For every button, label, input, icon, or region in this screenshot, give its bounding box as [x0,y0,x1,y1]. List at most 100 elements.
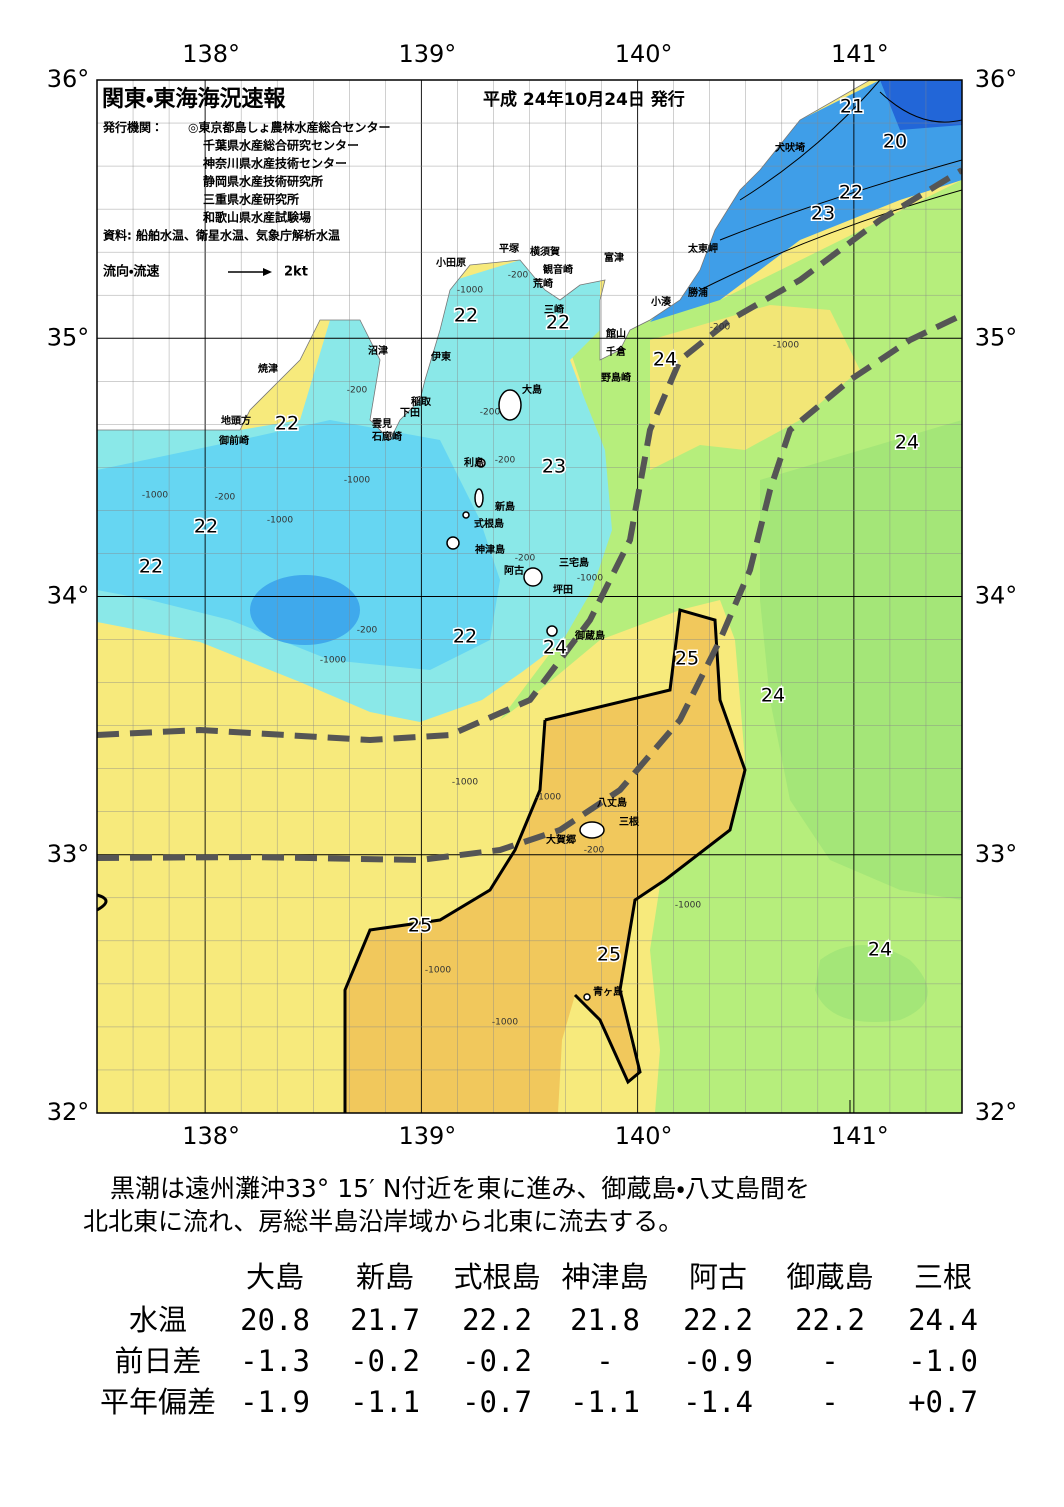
isotherm-label: 25 [408,915,432,937]
source: 資料: 船舶水温、衛星水温、気象庁解析水温 [103,228,340,243]
table-header: 御蔵島 [786,1260,873,1294]
isotherm-label: 20 [883,131,907,153]
table-cell: - [821,1344,838,1378]
table-cell: 22.2 [795,1303,865,1337]
sea-cold [650,80,962,322]
place-name: 野島崎 [601,371,631,384]
depth-label: -200 [480,408,501,418]
table-cell: -1.0 [908,1344,978,1378]
latitude-label: 34° [975,582,1018,610]
table-row-label: 水温 [129,1303,187,1337]
table-cell: -1.3 [240,1344,310,1378]
isotherm-label: 22 [839,182,863,204]
latitude-label: 32° [47,1098,90,1126]
sea-kuroshio [345,610,745,1113]
place-name: 犬吠埼 [775,141,805,154]
depth-label: -1000 [675,901,701,911]
place-name: 新島 [494,500,515,513]
place-name: 焼津 [258,362,278,375]
kuroshio-axis [97,167,962,864]
table-cell: 21.7 [350,1303,420,1337]
isotherm-label: 24 [653,349,677,371]
longitude-label: 141° [831,1122,889,1150]
latitude-label: 36° [975,65,1018,93]
table-cell: -0.9 [683,1344,753,1378]
issuer: 千葉県水産総合研究センター [203,138,359,153]
place-name: 阿古 [504,564,524,577]
longitude-label: 138° [182,1122,240,1150]
legend-arrow-head [263,268,272,276]
sea-cool-dark [97,420,500,670]
isotherm-label: 25 [675,648,699,670]
place-name: 下田 [400,407,420,419]
place-name: 太東岬 [687,242,718,255]
place-name: 横須賀 [530,245,560,258]
isotherm-label: 22 [275,413,299,435]
table-cell: -0.2 [462,1344,532,1378]
map-frame [96,79,963,1114]
depth-label: -1000 [267,516,293,526]
table-cell: 21.8 [570,1303,640,1337]
legend-label: 流向・流速 [103,264,159,280]
place-name: 沼津 [368,344,388,357]
sea-green-dark [815,945,928,1022]
place-name: 伊東 [430,350,451,363]
latitude-label: 34° [47,582,90,610]
table-cell: 22.2 [683,1303,753,1337]
summary-line: 北北東に流れ、房総半島沿岸域から北東に流去する。 [83,1207,683,1236]
latitude-label: 32° [975,1098,1018,1126]
table-cell: 20.8 [240,1303,310,1337]
isotherm-label: 21 [840,96,864,118]
depth-label: -200 [710,323,731,333]
isotherm-label: 24 [868,939,892,961]
place-name: 八丈島 [597,796,627,809]
latitude-label: 36° [47,65,90,93]
grid [97,80,962,1113]
issuer: 静岡県水産技術研究所 [203,174,323,189]
issuer: 三重県水産研究所 [203,192,299,207]
place-name: 稲取 [411,395,432,408]
depth-label: -1000 [492,1018,518,1028]
depth-label: -200 [495,456,516,466]
depth-label: -200 [584,846,605,856]
table-cell: 22.2 [462,1303,532,1337]
place-name: 観音崎 [543,263,573,276]
depth-label: -200 [508,271,529,281]
isotherm-label: 25 [597,944,621,966]
contour [699,80,962,291]
depth-label: -1000 [457,286,483,296]
longitude-label: 140° [615,40,673,68]
place-name: 三宅島 [559,556,589,569]
isotherm-label: 22 [454,305,478,327]
place-name: 小湊 [650,295,672,308]
depth-label: -1000 [577,574,603,584]
place-name: 平塚 [499,242,520,255]
table-cell: +0.7 [908,1385,978,1419]
place-name: 雲見 [372,418,392,430]
table-cell: - [596,1344,613,1378]
issuer: 神奈川県水産技術センター [202,156,347,171]
sea-warm-tongue [650,305,860,470]
depth-label: -200 [215,493,236,503]
title: 関東・東海海況速報 [102,86,286,112]
place-name: 坪田 [553,583,573,596]
sea-green-dark [760,420,962,900]
depth-label: -1000 [425,966,451,976]
issuer-label: 発行機関： [102,120,163,135]
place-name: 大賀郷 [546,833,576,846]
place-name: 三根 [619,815,640,828]
place-name: 御蔵島 [574,629,605,642]
isotherm-label: 24 [543,637,567,659]
latitude-label: 35° [47,323,90,351]
place-name: 大島 [522,383,542,396]
depth-label: -200 [347,386,368,396]
table-header: 三根 [914,1260,972,1294]
table-cell: -1.4 [683,1385,753,1419]
depth-label: -200 [357,626,378,636]
depth-label: -1000 [142,491,168,501]
issuer: ◎東京都島しょ農林水産総合センター [188,120,390,135]
contour-25 [97,608,747,1113]
table-cell: 24.4 [908,1303,978,1337]
latitude-label: 33° [975,840,1018,868]
place-name: 千倉 [606,345,627,358]
